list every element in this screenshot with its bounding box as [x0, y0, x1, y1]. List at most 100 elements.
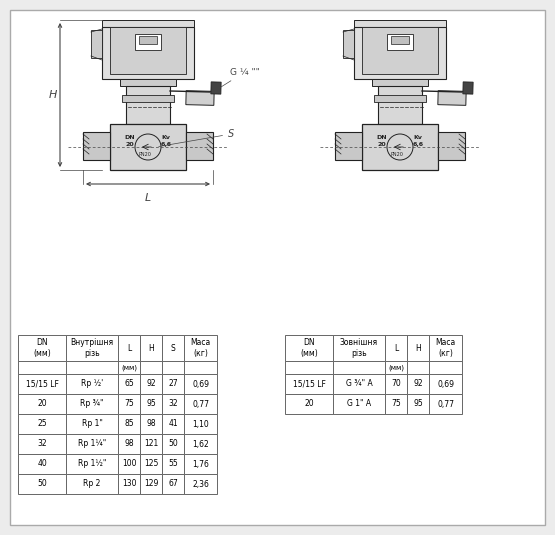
- FancyBboxPatch shape: [385, 394, 407, 414]
- FancyBboxPatch shape: [407, 394, 429, 414]
- Text: 75: 75: [124, 400, 134, 409]
- FancyBboxPatch shape: [184, 434, 217, 454]
- FancyBboxPatch shape: [162, 414, 184, 434]
- Text: 32: 32: [168, 400, 178, 409]
- FancyBboxPatch shape: [66, 374, 118, 394]
- FancyBboxPatch shape: [385, 335, 407, 361]
- FancyBboxPatch shape: [285, 394, 333, 414]
- FancyBboxPatch shape: [407, 374, 429, 394]
- Text: 70: 70: [391, 379, 401, 388]
- Text: 6,6: 6,6: [412, 141, 423, 147]
- Text: 65: 65: [124, 379, 134, 388]
- Text: Rp 1": Rp 1": [82, 419, 103, 429]
- FancyBboxPatch shape: [333, 335, 385, 361]
- FancyBboxPatch shape: [429, 374, 462, 394]
- FancyBboxPatch shape: [18, 474, 66, 494]
- FancyBboxPatch shape: [333, 361, 385, 374]
- FancyBboxPatch shape: [110, 27, 186, 74]
- Text: 41: 41: [168, 419, 178, 429]
- FancyBboxPatch shape: [126, 86, 170, 124]
- Text: 98: 98: [146, 419, 156, 429]
- Text: H: H: [148, 343, 154, 353]
- Text: 0,69: 0,69: [192, 379, 209, 388]
- FancyBboxPatch shape: [118, 474, 140, 494]
- Text: 75: 75: [391, 400, 401, 409]
- Text: Rp 2: Rp 2: [83, 479, 100, 488]
- Text: H: H: [49, 90, 57, 100]
- Text: S: S: [159, 129, 234, 147]
- Polygon shape: [438, 90, 466, 105]
- FancyBboxPatch shape: [162, 335, 184, 361]
- FancyBboxPatch shape: [362, 124, 438, 170]
- FancyBboxPatch shape: [66, 335, 118, 361]
- Text: 20: 20: [125, 141, 134, 147]
- Text: DN: DN: [125, 134, 135, 140]
- FancyBboxPatch shape: [186, 132, 213, 160]
- Text: Rp ¾": Rp ¾": [80, 400, 104, 409]
- FancyBboxPatch shape: [66, 434, 118, 454]
- FancyBboxPatch shape: [285, 361, 333, 374]
- FancyBboxPatch shape: [333, 374, 385, 394]
- FancyBboxPatch shape: [184, 394, 217, 414]
- FancyBboxPatch shape: [140, 454, 162, 474]
- Text: 0,77: 0,77: [437, 400, 454, 409]
- Text: H: H: [415, 343, 421, 353]
- FancyBboxPatch shape: [91, 30, 102, 58]
- Text: 15/15 LF: 15/15 LF: [292, 379, 325, 388]
- FancyBboxPatch shape: [162, 474, 184, 494]
- FancyBboxPatch shape: [184, 474, 217, 494]
- Text: Rp 1½": Rp 1½": [78, 460, 106, 469]
- Text: Kv: Kv: [162, 134, 170, 140]
- Text: (мм): (мм): [121, 364, 137, 371]
- Text: 129: 129: [144, 479, 158, 488]
- Text: 98: 98: [124, 439, 134, 448]
- Polygon shape: [463, 82, 473, 94]
- FancyBboxPatch shape: [429, 394, 462, 414]
- FancyBboxPatch shape: [184, 454, 217, 474]
- Text: G 1" A: G 1" A: [347, 400, 371, 409]
- Text: 67: 67: [168, 479, 178, 488]
- FancyBboxPatch shape: [66, 414, 118, 434]
- Text: 32: 32: [37, 439, 47, 448]
- Text: Маса
(кг): Маса (кг): [435, 338, 456, 358]
- FancyBboxPatch shape: [372, 79, 428, 86]
- FancyBboxPatch shape: [354, 20, 446, 27]
- FancyBboxPatch shape: [407, 361, 429, 374]
- Text: DN
(мм): DN (мм): [33, 338, 51, 358]
- FancyBboxPatch shape: [122, 95, 174, 102]
- Text: 2,36: 2,36: [192, 479, 209, 488]
- Text: 121: 121: [144, 439, 158, 448]
- Text: 85: 85: [124, 419, 134, 429]
- FancyBboxPatch shape: [407, 335, 429, 361]
- FancyBboxPatch shape: [184, 361, 217, 374]
- Text: 6,6: 6,6: [160, 141, 171, 147]
- FancyBboxPatch shape: [429, 335, 462, 361]
- Text: L: L: [394, 343, 398, 353]
- Text: Внутрішня
різь: Внутрішня різь: [70, 338, 114, 358]
- Text: L: L: [127, 343, 131, 353]
- Text: 95: 95: [413, 400, 423, 409]
- FancyBboxPatch shape: [333, 394, 385, 414]
- FancyBboxPatch shape: [18, 361, 66, 374]
- FancyBboxPatch shape: [438, 132, 465, 160]
- Text: 1,10: 1,10: [192, 419, 209, 429]
- FancyBboxPatch shape: [285, 374, 333, 394]
- FancyBboxPatch shape: [429, 361, 462, 374]
- Text: 50: 50: [168, 439, 178, 448]
- FancyBboxPatch shape: [162, 394, 184, 414]
- FancyBboxPatch shape: [140, 474, 162, 494]
- Text: 1,62: 1,62: [192, 439, 209, 448]
- Text: 55: 55: [168, 460, 178, 469]
- FancyBboxPatch shape: [184, 374, 217, 394]
- FancyBboxPatch shape: [118, 434, 140, 454]
- Text: Rp 1¼": Rp 1¼": [78, 439, 106, 448]
- FancyBboxPatch shape: [18, 374, 66, 394]
- FancyBboxPatch shape: [83, 132, 110, 160]
- Text: L: L: [145, 193, 151, 203]
- Text: S: S: [170, 343, 175, 353]
- Text: DN: DN: [377, 134, 387, 140]
- FancyBboxPatch shape: [343, 30, 354, 58]
- FancyBboxPatch shape: [378, 86, 422, 124]
- FancyBboxPatch shape: [140, 335, 162, 361]
- FancyBboxPatch shape: [140, 374, 162, 394]
